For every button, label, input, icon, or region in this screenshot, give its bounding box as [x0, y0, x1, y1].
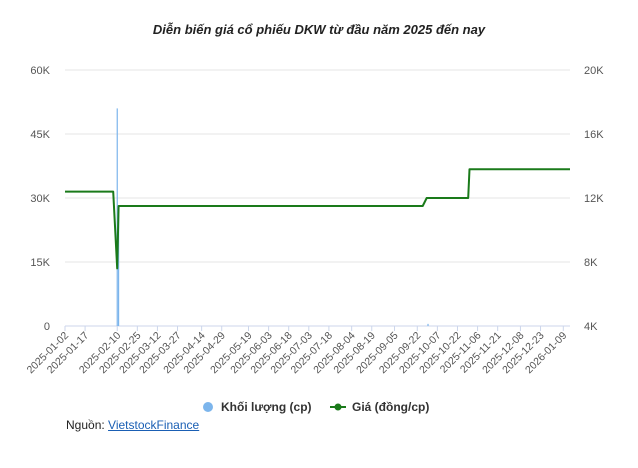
price-line: [65, 168, 570, 270]
source-link[interactable]: VietstockFinance: [108, 418, 200, 432]
legend-volume-label: Khối lượng (cp): [221, 400, 312, 414]
y-right-tick-label: 20K: [584, 65, 604, 77]
y-left-tick-label: 30K: [30, 193, 50, 205]
volume-bar: [427, 323, 429, 326]
y-right-tick-label: 8K: [584, 257, 598, 269]
volume-bar: [117, 215, 120, 326]
y-right-tick-label: 4K: [584, 321, 598, 333]
y-left-tick-label: 60K: [30, 65, 50, 77]
legend-price-marker: [334, 403, 342, 411]
source-label: Nguồn:: [66, 418, 105, 432]
chart-title: Diễn biến giá cổ phiếu DKW từ đầu năm 20…: [153, 22, 486, 37]
y-left-tick-label: 0: [44, 321, 50, 333]
y-left-tick-label: 15K: [30, 257, 50, 269]
y-left-tick-label: 45K: [30, 129, 50, 141]
volume-bar: [116, 108, 118, 327]
source-line: Nguồn: VietstockFinance: [66, 418, 199, 432]
legend-price-label: Giá (đồng/cp): [352, 400, 429, 414]
y-right-tick-label: 12K: [584, 193, 604, 205]
legend-volume-marker: [203, 402, 213, 412]
y-right-tick-label: 16K: [584, 129, 604, 141]
